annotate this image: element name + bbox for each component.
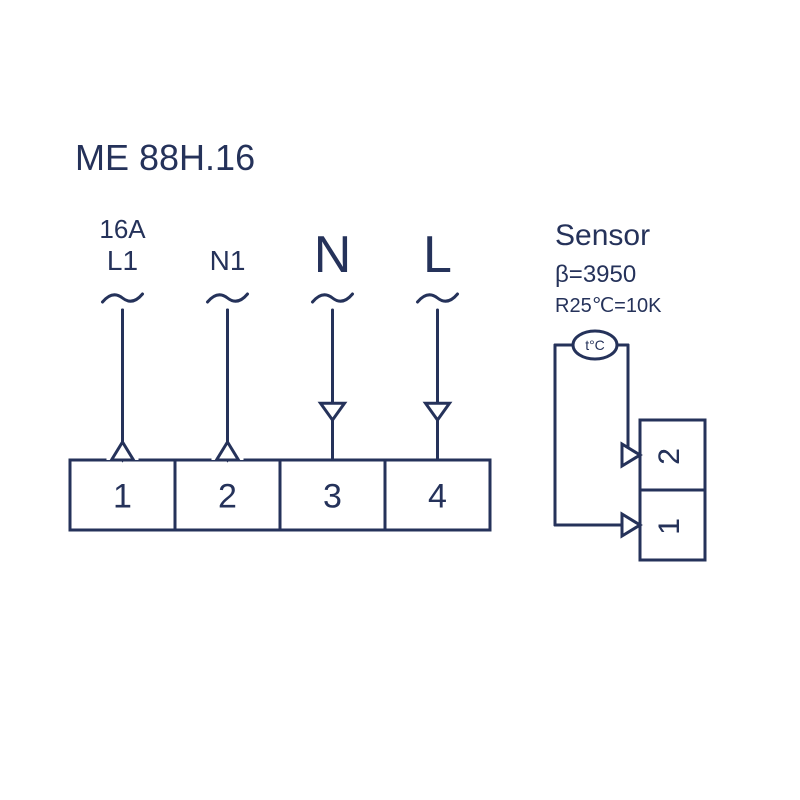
arrow-icon <box>321 403 345 420</box>
sensor-beta: β=3950 <box>555 261 636 288</box>
ac-tilde-icon <box>313 294 353 302</box>
arrow-icon <box>426 403 450 420</box>
sensor-terminal-number: 2 <box>653 448 686 465</box>
terminal-label: L1 <box>107 245 138 276</box>
sensor-title: Sensor <box>555 219 650 252</box>
temp-sensor-label: t°C <box>585 337 605 353</box>
terminal-label: L <box>423 226 452 284</box>
terminal-label: N1 <box>210 245 246 276</box>
sensor-terminal-number: 1 <box>653 518 686 535</box>
diagram-title: ME 88H.16 <box>75 137 255 178</box>
terminal-number: 1 <box>113 478 132 516</box>
ac-tilde-icon <box>103 294 143 302</box>
sensor-r25: R25℃=10K <box>555 295 662 317</box>
terminal-number: 3 <box>323 478 342 516</box>
terminal-number: 2 <box>218 478 237 516</box>
amp-label: 16A <box>99 214 146 244</box>
ac-tilde-icon <box>208 294 248 302</box>
terminal-number: 4 <box>428 478 447 516</box>
terminal-label: N <box>314 226 352 284</box>
ac-tilde-icon <box>418 294 458 302</box>
